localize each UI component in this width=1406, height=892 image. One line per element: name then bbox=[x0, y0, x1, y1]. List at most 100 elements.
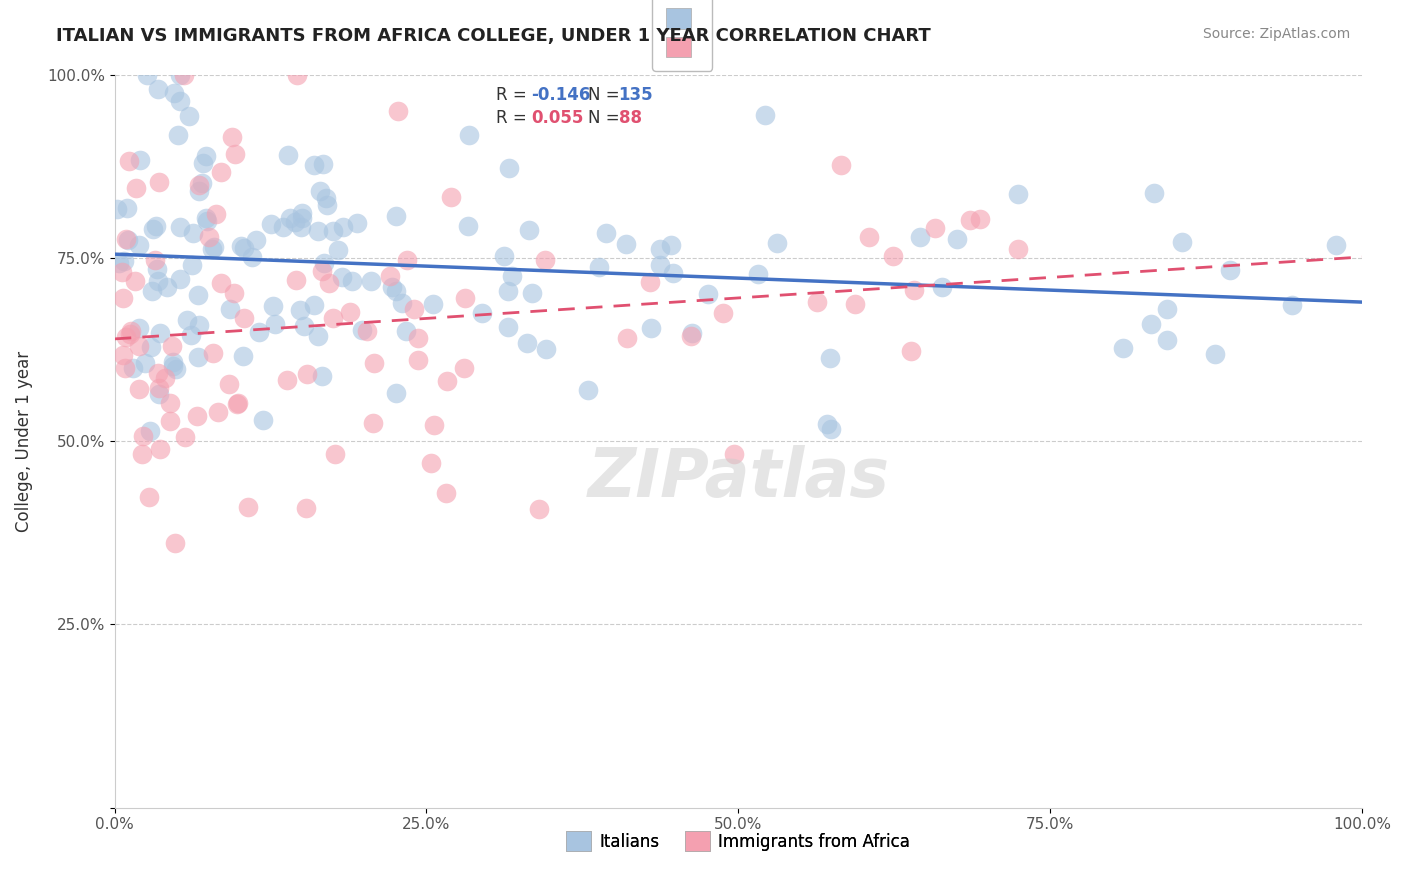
Point bbox=[156, 280, 179, 294]
Point bbox=[302, 158, 325, 172]
Point bbox=[205, 207, 228, 221]
Point bbox=[1007, 242, 1029, 256]
Point bbox=[128, 382, 150, 396]
Point bbox=[290, 219, 312, 234]
Point bbox=[115, 202, 138, 216]
Point bbox=[311, 264, 333, 278]
Point bbox=[162, 355, 184, 369]
Point bbox=[120, 324, 142, 338]
Point bbox=[402, 302, 425, 317]
Point bbox=[1219, 262, 1241, 277]
Point bbox=[262, 299, 284, 313]
Point bbox=[648, 258, 671, 272]
Point bbox=[110, 265, 132, 279]
Point bbox=[534, 252, 557, 267]
Point bbox=[249, 325, 271, 339]
Point bbox=[316, 197, 339, 211]
Point bbox=[202, 240, 225, 254]
Point bbox=[108, 256, 131, 270]
Point bbox=[273, 219, 295, 234]
Point bbox=[522, 286, 544, 301]
Point bbox=[292, 319, 315, 334]
Point bbox=[638, 275, 661, 289]
Point bbox=[381, 280, 404, 294]
Point bbox=[815, 417, 838, 432]
Point bbox=[128, 321, 150, 335]
Point bbox=[120, 326, 142, 341]
Point bbox=[229, 239, 252, 253]
Point bbox=[342, 274, 364, 288]
Point bbox=[224, 147, 246, 161]
Point bbox=[297, 368, 319, 382]
Point bbox=[346, 216, 368, 230]
Point bbox=[115, 232, 138, 246]
Point bbox=[191, 177, 214, 191]
Point bbox=[142, 222, 165, 236]
Point bbox=[201, 243, 224, 257]
Point bbox=[766, 235, 789, 250]
Point bbox=[191, 156, 214, 170]
Point bbox=[149, 326, 172, 340]
Point bbox=[307, 328, 329, 343]
Point bbox=[194, 149, 217, 163]
Point bbox=[1204, 347, 1226, 361]
Point bbox=[159, 396, 181, 410]
Point bbox=[132, 429, 155, 443]
Point bbox=[959, 213, 981, 227]
Point bbox=[747, 267, 769, 281]
Point bbox=[112, 291, 135, 305]
Point bbox=[129, 153, 152, 168]
Point bbox=[312, 255, 335, 269]
Point bbox=[114, 361, 136, 376]
Point bbox=[754, 108, 776, 122]
Point bbox=[259, 217, 281, 231]
Point bbox=[307, 224, 329, 238]
Point bbox=[141, 284, 163, 298]
Point bbox=[224, 286, 246, 301]
Point bbox=[105, 202, 128, 217]
Text: R =: R = bbox=[496, 87, 533, 104]
Point bbox=[1156, 301, 1178, 316]
Point bbox=[291, 206, 314, 220]
Point bbox=[245, 233, 267, 247]
Point bbox=[188, 184, 211, 198]
Point bbox=[385, 284, 408, 298]
Point bbox=[311, 369, 333, 384]
Point bbox=[149, 442, 172, 456]
Point bbox=[924, 221, 946, 235]
Point bbox=[711, 306, 734, 320]
Text: -0.146: -0.146 bbox=[531, 87, 591, 104]
Point bbox=[648, 242, 671, 256]
Point bbox=[165, 361, 187, 376]
Point bbox=[659, 238, 682, 252]
Point bbox=[576, 383, 599, 397]
Point bbox=[419, 456, 441, 470]
Point bbox=[219, 301, 242, 316]
Point bbox=[304, 298, 326, 312]
Point bbox=[360, 275, 382, 289]
Point bbox=[277, 147, 299, 161]
Point bbox=[322, 224, 344, 238]
Point bbox=[163, 86, 186, 100]
Point bbox=[309, 184, 332, 198]
Point bbox=[363, 417, 385, 431]
Point bbox=[723, 447, 745, 461]
Point bbox=[681, 326, 703, 340]
Point bbox=[291, 211, 314, 225]
Point bbox=[434, 486, 457, 500]
Point bbox=[128, 238, 150, 252]
Point bbox=[945, 232, 967, 246]
Point bbox=[112, 253, 135, 268]
Text: N =: N = bbox=[588, 109, 624, 127]
Point bbox=[697, 287, 720, 301]
Point bbox=[1281, 298, 1303, 312]
Text: 88: 88 bbox=[619, 109, 641, 127]
Point bbox=[458, 128, 481, 142]
Point bbox=[228, 396, 250, 410]
Point bbox=[616, 331, 638, 345]
Point bbox=[288, 303, 311, 318]
Point bbox=[494, 248, 516, 262]
Point bbox=[844, 297, 866, 311]
Point bbox=[1140, 317, 1163, 331]
Point bbox=[614, 237, 637, 252]
